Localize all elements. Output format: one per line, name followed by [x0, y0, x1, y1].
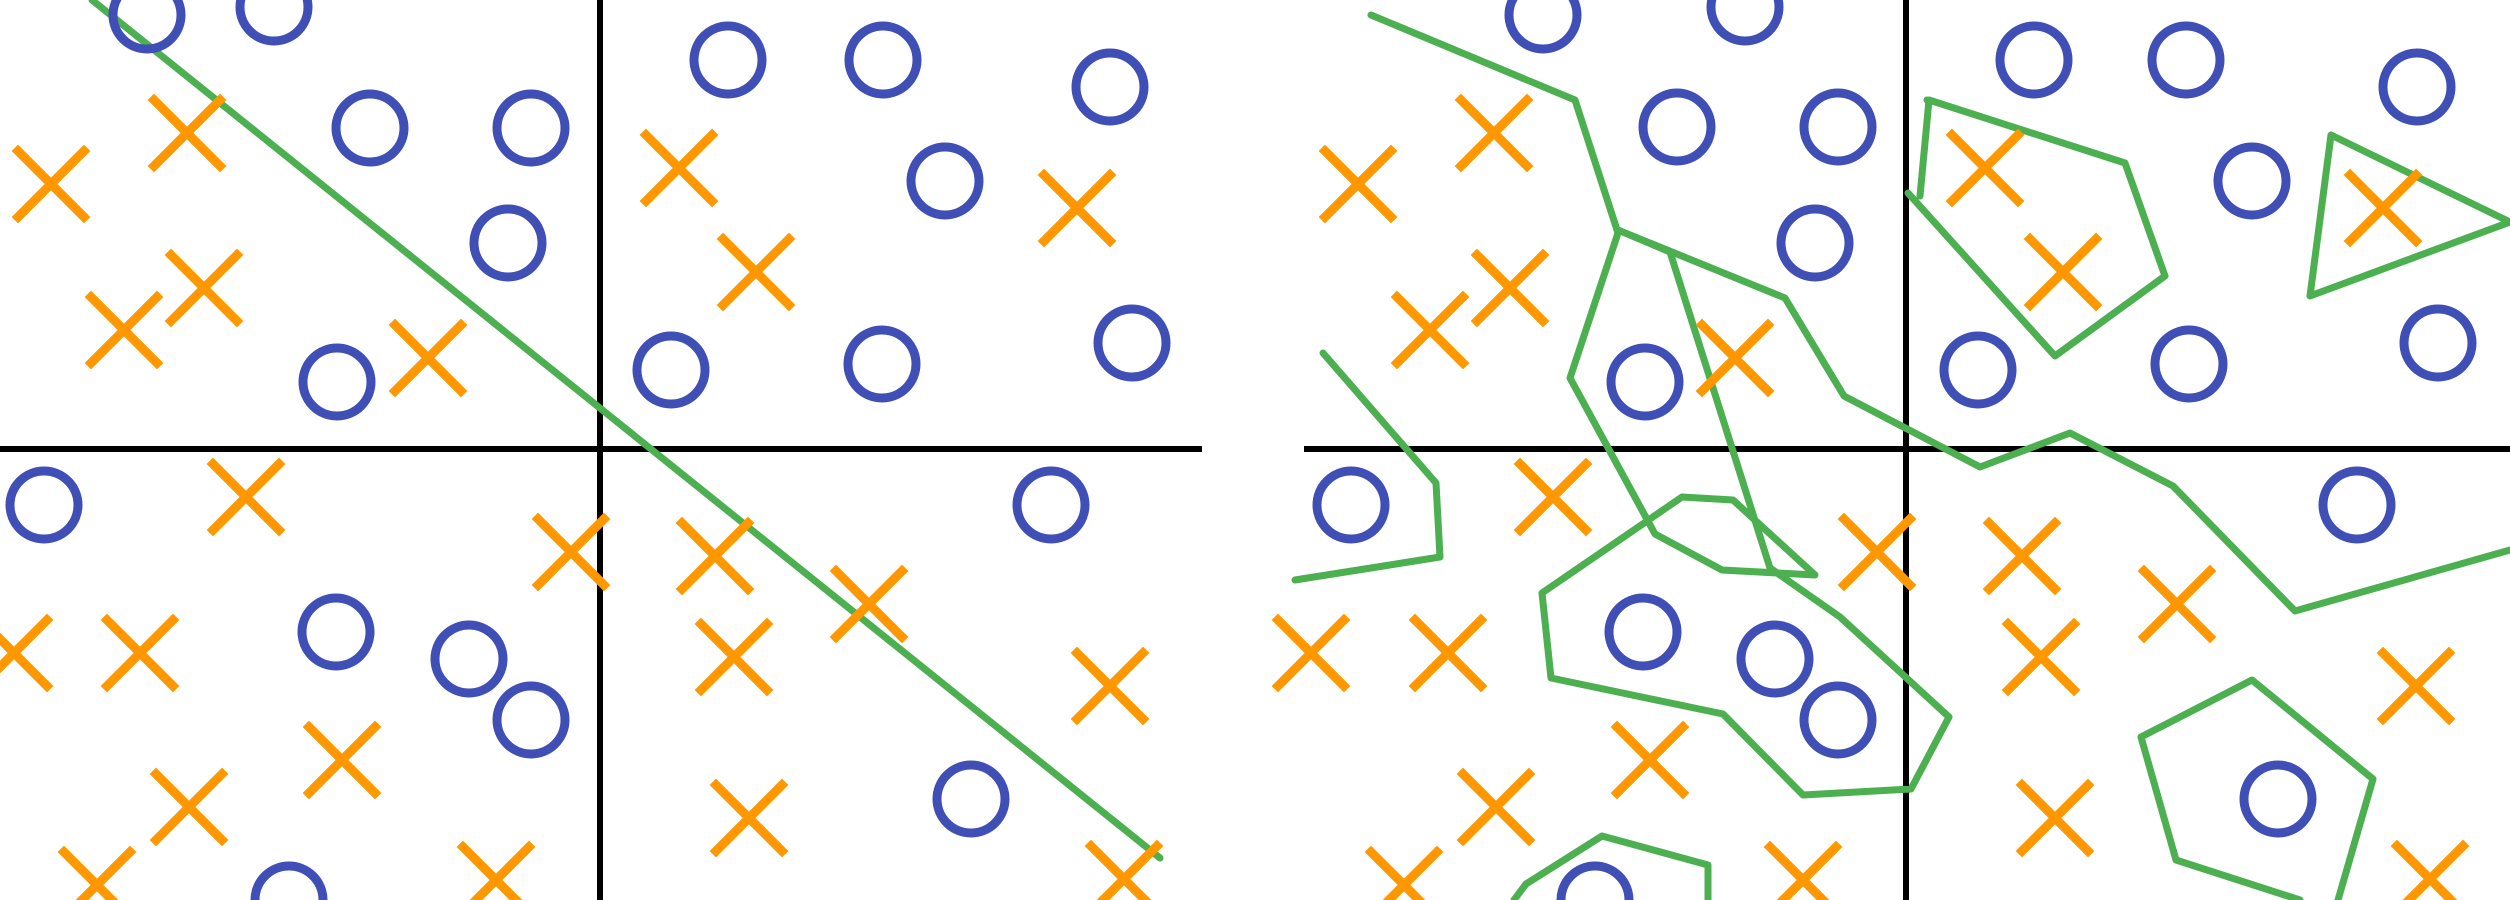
right-circle-point-19 [2239, 760, 2317, 838]
left-circle-point-17 [492, 681, 570, 759]
right-circle-point-20 [1556, 861, 1634, 900]
right-cross-point-34 [1456, 767, 1536, 847]
left-circle-point-19 [932, 760, 1010, 838]
left-cross-point-33 [302, 720, 382, 800]
left-circle-point-2 [235, 0, 313, 46]
right-cross-point-27 [2023, 232, 2103, 312]
left-cross-point-30 [531, 512, 611, 592]
left-circle-point-18 [1012, 466, 1090, 544]
right-cross-point-31 [1271, 613, 1351, 693]
left-cross-point-35 [57, 845, 137, 900]
right-circle-point-5 [1776, 204, 1854, 282]
left-cross-point-42 [1084, 839, 1164, 900]
left-cross-point-27 [716, 232, 796, 312]
right-boundary-5 [2306, 131, 2510, 300]
right-cross-point-28 [2343, 168, 2423, 248]
right-cross-point-33 [1610, 720, 1690, 800]
right-data-points [1271, 0, 2477, 900]
right-circle-point-16 [1736, 620, 1814, 698]
right-circle-point-8 [2147, 21, 2225, 99]
right-boundary-7 [2137, 733, 2304, 900]
left-decision-boundaries [88, 0, 1164, 862]
left-cross-point-31 [0, 613, 54, 693]
left-circle-point-1 [108, 0, 186, 54]
left-cross-point-28 [1037, 168, 1117, 248]
right-circle-point-13 [2399, 304, 2477, 382]
left-circle-point-11 [632, 331, 710, 409]
left-cross-point-37 [675, 516, 755, 596]
right-decision-boundaries [1291, 11, 2510, 900]
left-circle-point-12 [843, 325, 921, 403]
left-cross-point-39 [694, 617, 774, 697]
left-circle-point-3 [331, 89, 409, 167]
left-cross-point-23 [164, 248, 244, 328]
right-cross-point-35 [1364, 845, 1444, 900]
right-circle-point-6 [1606, 343, 1684, 421]
right-cross-point-42 [2390, 839, 2470, 900]
right-cross-point-25 [1695, 318, 1775, 398]
right-cross-point-32 [1408, 613, 1488, 693]
right-circle-point-9 [2378, 48, 2456, 126]
right-cross-point-29 [1513, 457, 1593, 537]
left-cross-point-41 [709, 778, 789, 858]
left-boundary-1 [88, 0, 1164, 862]
right-circle-point-15 [1604, 593, 1682, 671]
right-cross-point-23 [1470, 248, 1550, 328]
left-circle-point-8 [844, 21, 922, 99]
left-panel [0, 0, 1202, 900]
right-circle-point-18 [2318, 466, 2396, 544]
right-cross-point-41 [2015, 778, 2095, 858]
right-boundary-8 [1510, 832, 1712, 900]
left-cross-point-29 [206, 457, 286, 537]
left-circle-point-9 [1071, 48, 1149, 126]
right-cross-point-21 [1454, 93, 1534, 173]
right-circle-point-14 [1312, 466, 1390, 544]
left-cross-point-26 [639, 128, 719, 208]
right-cross-point-24 [1390, 290, 1470, 370]
left-circle-point-20 [250, 861, 328, 900]
right-cross-point-37 [1982, 516, 2062, 596]
right-boundary-4 [1904, 96, 2169, 360]
left-cross-point-36 [456, 840, 536, 900]
left-cross-point-21 [147, 93, 227, 173]
right-circle-point-12 [2150, 325, 2228, 403]
right-cross-point-38 [2137, 564, 2217, 644]
left-circle-point-5 [469, 204, 547, 282]
right-circle-point-3 [1638, 88, 1716, 166]
left-cross-point-40 [1070, 646, 1150, 726]
right-panel [1271, 0, 2510, 900]
right-cross-point-30 [1837, 512, 1917, 592]
left-cross-point-25 [388, 318, 468, 398]
left-circle-point-14 [5, 466, 83, 544]
left-cross-point-24 [84, 290, 164, 370]
left-cross-point-32 [100, 613, 180, 693]
right-cross-point-22 [1318, 144, 1398, 224]
left-circle-point-4 [492, 89, 570, 167]
right-boundary-6 [2137, 676, 2377, 900]
right-boundary-2 [1291, 349, 1444, 584]
left-cross-point-38 [829, 564, 909, 644]
right-circle-point-17 [1799, 681, 1877, 759]
right-cross-point-26 [1945, 128, 2025, 208]
left-data-points [0, 0, 1171, 900]
left-cross-point-34 [149, 767, 229, 847]
left-circle-point-6 [298, 343, 376, 421]
left-circle-point-7 [689, 21, 767, 99]
right-cross-point-40 [2376, 646, 2456, 726]
right-circle-point-10 [2213, 142, 2291, 220]
left-circle-point-13 [1093, 304, 1171, 382]
right-circle-point-7 [1995, 21, 2073, 99]
right-circle-point-4 [1799, 88, 1877, 166]
right-circle-point-2 [1706, 0, 1784, 46]
right-circle-point-1 [1504, 0, 1582, 54]
right-cross-point-39 [2001, 617, 2081, 697]
left-circle-point-16 [430, 620, 508, 698]
right-circle-point-11 [1939, 331, 2017, 409]
right-boundary-1 [1367, 11, 2510, 799]
left-circle-point-15 [297, 593, 375, 671]
left-cross-point-22 [11, 144, 91, 224]
left-circle-point-10 [906, 142, 984, 220]
right-cross-point-36 [1763, 840, 1843, 900]
